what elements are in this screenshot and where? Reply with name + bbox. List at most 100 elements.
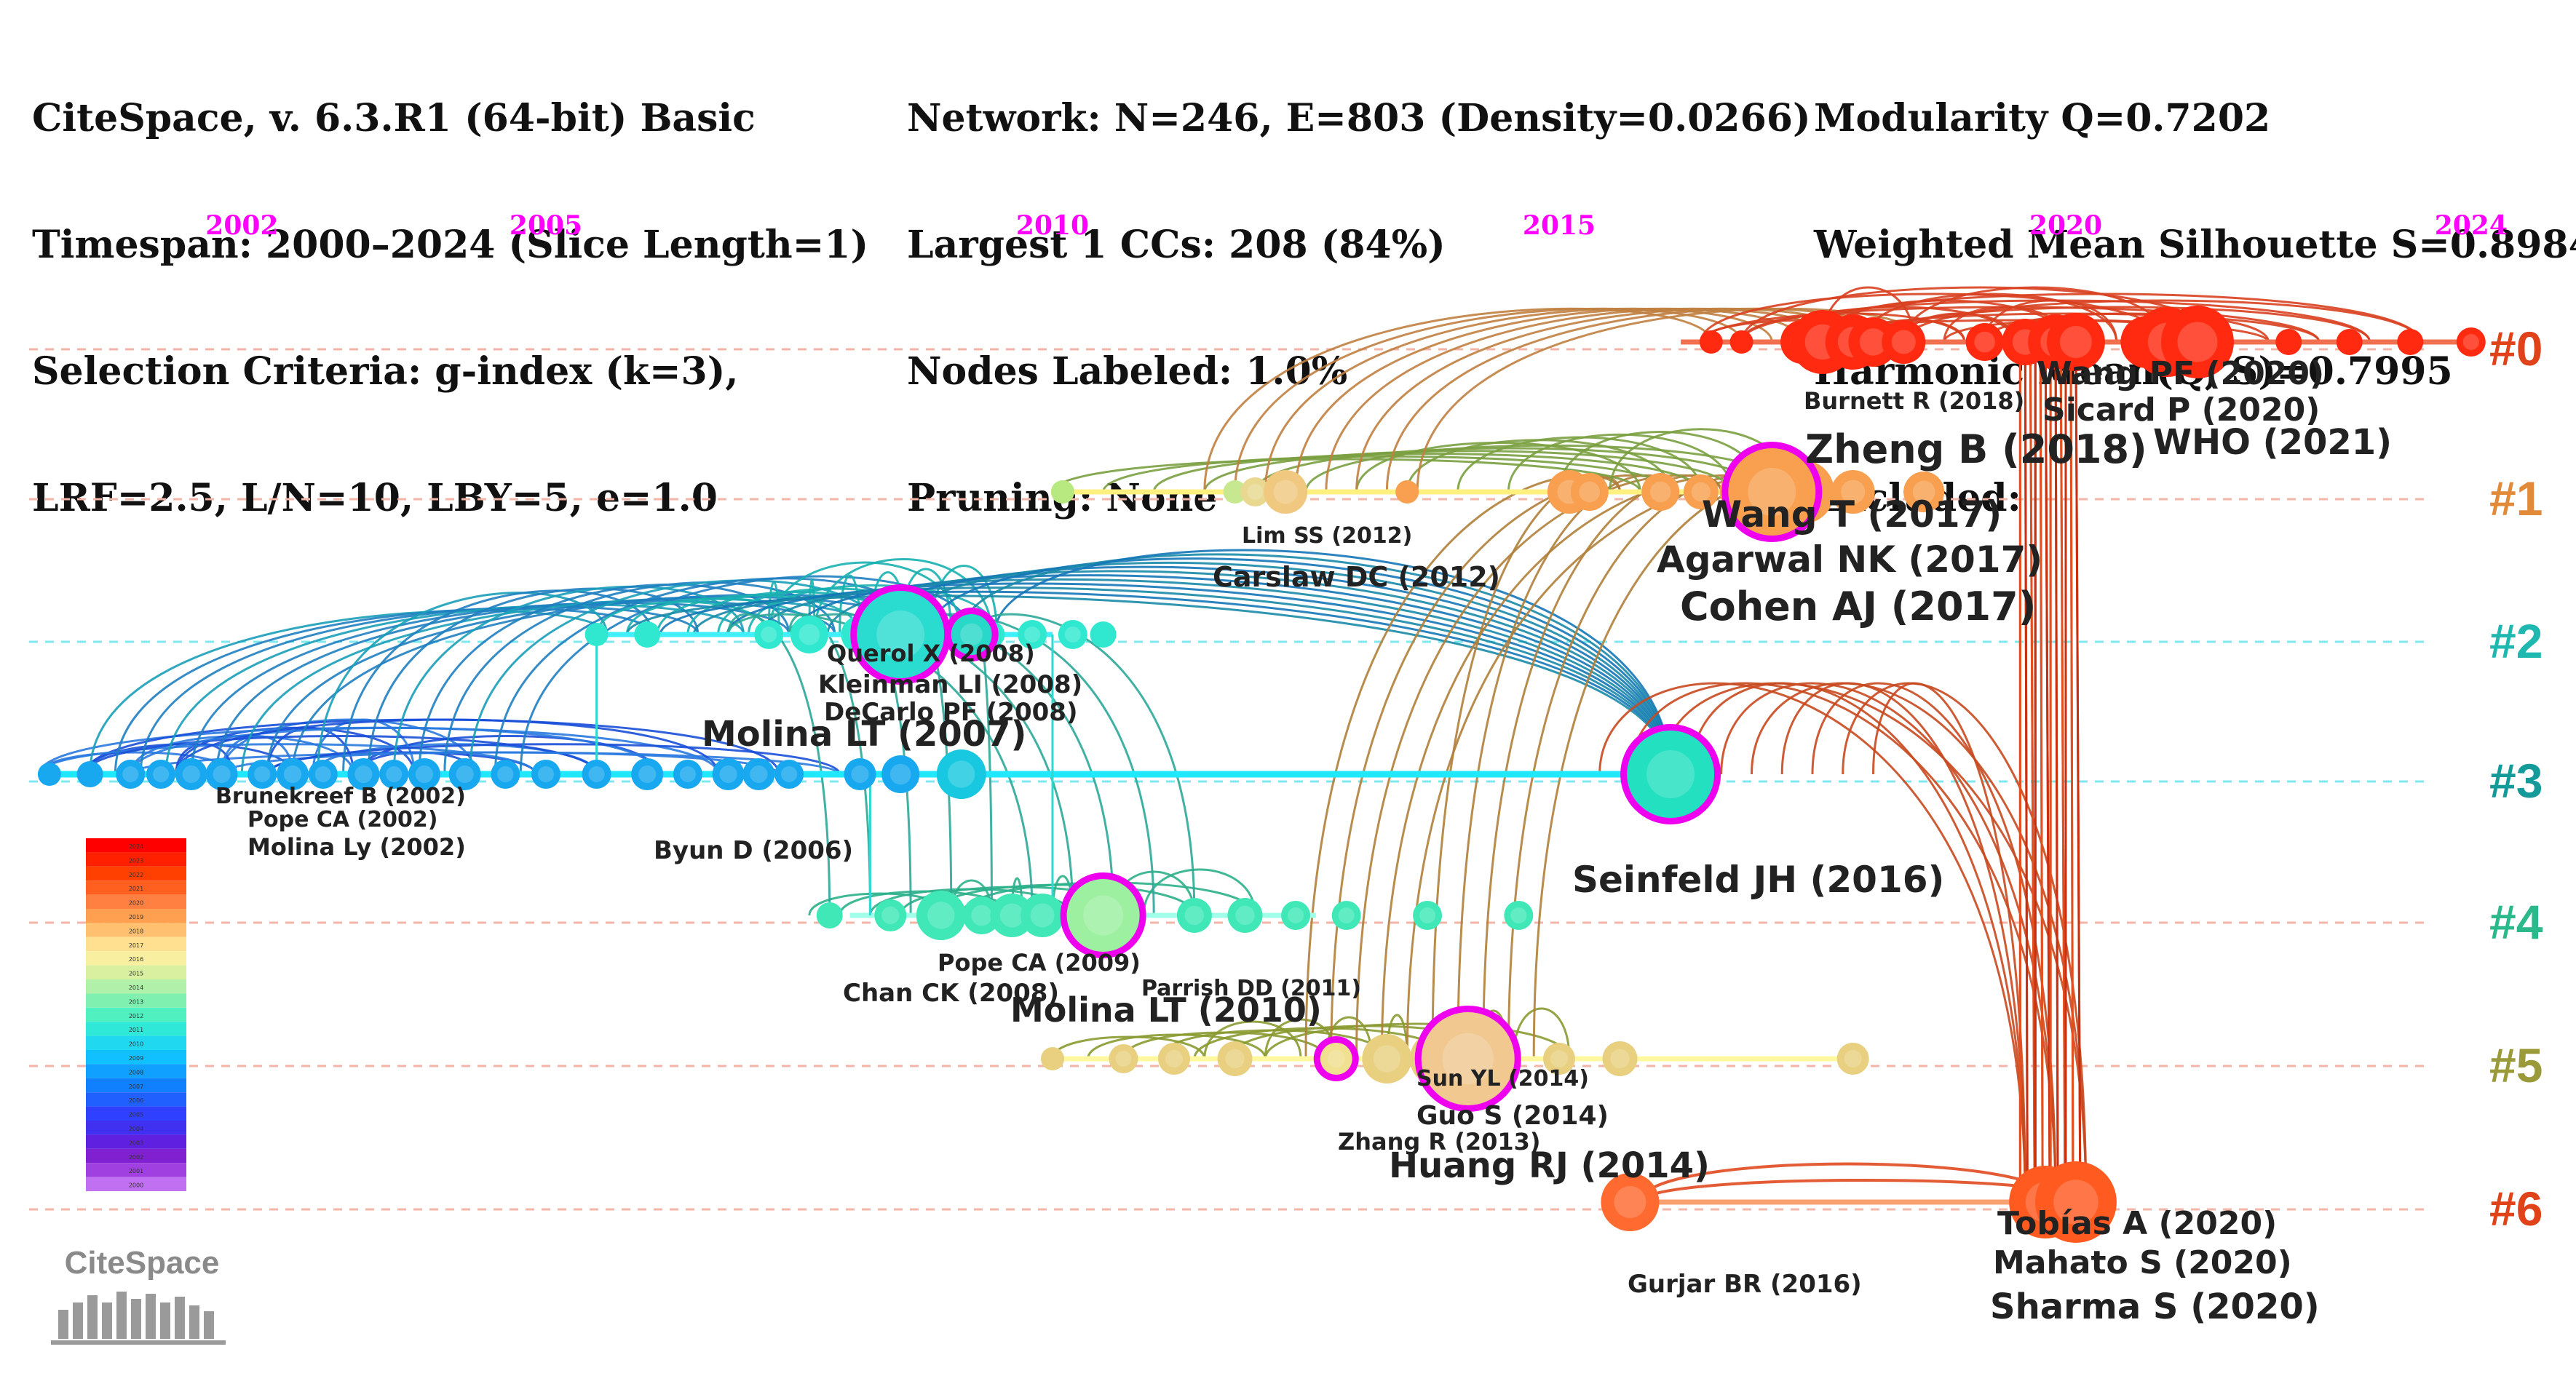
- reference-node[interactable]: [936, 749, 986, 799]
- reference-node[interactable]: [205, 758, 238, 790]
- reference-node[interactable]: [1109, 1044, 1138, 1073]
- reference-node[interactable]: [1223, 480, 1247, 504]
- reference-node[interactable]: [881, 755, 920, 793]
- reference-node[interactable]: [1421, 1012, 1515, 1105]
- reference-node[interactable]: [962, 896, 1001, 934]
- reference-node[interactable]: [1362, 1034, 1412, 1083]
- reference-node[interactable]: [1836, 1043, 1869, 1075]
- reference-node[interactable]: [1882, 320, 1926, 364]
- reference-node[interactable]: [2160, 306, 2234, 378]
- reference-node[interactable]: [1831, 470, 1875, 514]
- reference-node[interactable]: [1176, 898, 1212, 933]
- reference-node[interactable]: [146, 760, 176, 789]
- reference-node[interactable]: [1058, 620, 1087, 649]
- reference-node[interactable]: [1570, 473, 1609, 511]
- reference-node[interactable]: [631, 758, 664, 790]
- reference-node[interactable]: [1601, 1173, 1660, 1231]
- reference-node[interactable]: [1264, 470, 1308, 514]
- reference-node[interactable]: [1641, 473, 1680, 511]
- reference-node[interactable]: [379, 760, 409, 789]
- reference-node[interactable]: [1331, 901, 1361, 930]
- reference-node[interactable]: [2456, 327, 2486, 357]
- cluster-ids[interactable]: #0 #1 #2 #3 #4 #5 #6: [2489, 322, 2543, 1236]
- reference-node[interactable]: [1729, 330, 1753, 354]
- reference-node[interactable]: [1217, 1041, 1253, 1076]
- reference-node[interactable]: [857, 591, 945, 678]
- reference-node[interactable]: [1281, 901, 1311, 930]
- reference-node[interactable]: [2397, 329, 2424, 355]
- reference-node[interactable]: [2046, 313, 2105, 371]
- reference-node[interactable]: [1066, 879, 1140, 952]
- cluster-id-label[interactable]: #5: [2489, 1038, 2543, 1092]
- reference-node[interactable]: [634, 621, 661, 648]
- reference-node[interactable]: [1041, 1047, 1064, 1070]
- header-info-middle: Network: N=246, E=803 (Density=0.0266) L…: [907, 13, 1811, 562]
- legend-year: 2002: [129, 1154, 143, 1161]
- reference-node[interactable]: [247, 760, 277, 789]
- reference-node[interactable]: [584, 623, 609, 646]
- cluster-id-label[interactable]: #2: [2489, 614, 2543, 668]
- node-core: [1550, 1049, 1569, 1068]
- reference-node[interactable]: [844, 758, 876, 790]
- reference-node[interactable]: [1227, 898, 1263, 933]
- reference-node[interactable]: [1413, 901, 1443, 930]
- reference-node[interactable]: [1504, 901, 1534, 930]
- reference-node[interactable]: [448, 758, 481, 790]
- cluster-id-label[interactable]: #6: [2489, 1182, 2543, 1236]
- reference-node[interactable]: [1683, 474, 1719, 509]
- reference-node[interactable]: [347, 758, 380, 790]
- reference-node[interactable]: [790, 616, 828, 653]
- reference-node[interactable]: [1320, 1043, 1352, 1075]
- reference-node[interactable]: [1965, 323, 2004, 361]
- reference-node[interactable]: [2275, 329, 2302, 355]
- citation-arc: [84, 735, 598, 775]
- reference-node[interactable]: [742, 758, 775, 790]
- reference-node[interactable]: [1050, 480, 1074, 504]
- reference-node[interactable]: [874, 899, 907, 931]
- reference-node[interactable]: [277, 758, 309, 790]
- reference-node[interactable]: [1543, 1043, 1575, 1075]
- reference-node[interactable]: [916, 891, 966, 940]
- citation-arc: [114, 607, 654, 775]
- reference-node[interactable]: [1903, 472, 1945, 512]
- reference-node[interactable]: [816, 902, 843, 928]
- cluster-id-label[interactable]: #1: [2489, 472, 2543, 525]
- reference-node[interactable]: [1395, 480, 1419, 504]
- reference-node[interactable]: [1848, 317, 1898, 367]
- reference-node[interactable]: [531, 760, 560, 789]
- reference-node[interactable]: [408, 758, 440, 790]
- reference-node[interactable]: [37, 763, 61, 786]
- reference-nodes[interactable]: [37, 306, 2486, 1243]
- reference-node[interactable]: [1627, 731, 1715, 818]
- reference-node[interactable]: [1240, 477, 1270, 506]
- cluster-id-label[interactable]: #4: [2489, 895, 2543, 949]
- node-core: [1184, 905, 1205, 926]
- reference-node[interactable]: [491, 760, 520, 789]
- reference-node[interactable]: [951, 614, 992, 655]
- cluster-id-label[interactable]: #0: [2489, 322, 2543, 375]
- reference-node[interactable]: [116, 760, 146, 789]
- reference-node[interactable]: [673, 760, 702, 789]
- reference-node[interactable]: [774, 760, 804, 789]
- cluster-id-label[interactable]: #3: [2489, 754, 2543, 808]
- reference-node[interactable]: [1090, 621, 1117, 648]
- reference-node[interactable]: [1018, 620, 1047, 649]
- reference-node[interactable]: [712, 758, 745, 790]
- reference-node[interactable]: [1699, 330, 1723, 354]
- reference-node[interactable]: [1728, 448, 1816, 536]
- reference-node[interactable]: [754, 620, 784, 649]
- legend-year: 2010: [129, 1041, 143, 1048]
- reference-node[interactable]: [1158, 1043, 1191, 1075]
- reference-node[interactable]: [308, 760, 338, 789]
- reference-node[interactable]: [76, 761, 103, 787]
- reference-node[interactable]: [2336, 329, 2363, 355]
- reference-node[interactable]: [582, 760, 611, 789]
- citation-arc: [692, 586, 1672, 775]
- reference-node[interactable]: [2034, 1161, 2117, 1243]
- reference-node[interactable]: [1021, 894, 1065, 937]
- reference-node[interactable]: [1602, 1041, 1638, 1076]
- reference-node[interactable]: [175, 758, 207, 790]
- node-core: [999, 903, 1024, 928]
- reference-node[interactable]: [990, 894, 1034, 937]
